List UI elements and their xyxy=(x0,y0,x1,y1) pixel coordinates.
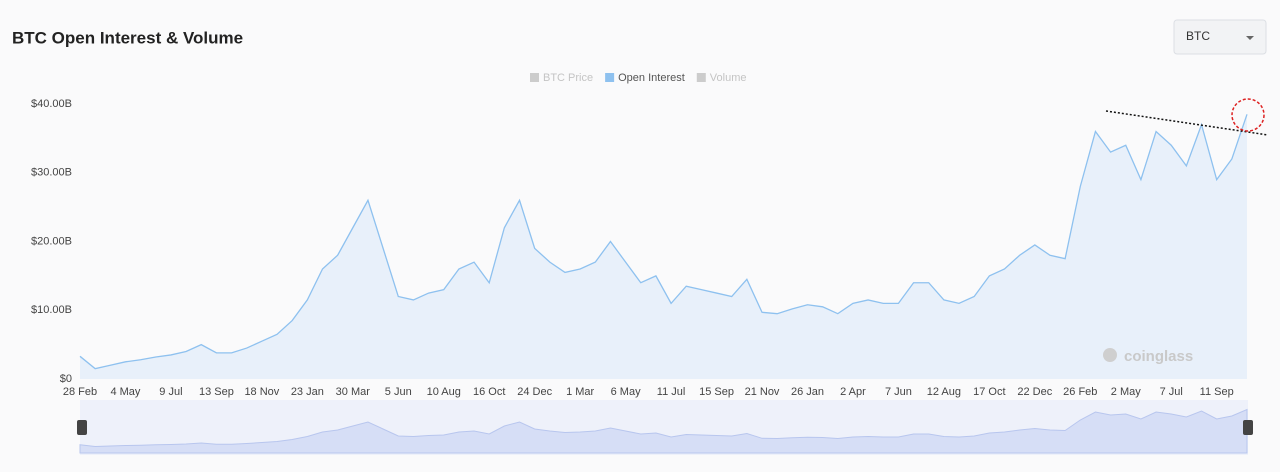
x-tick-label: 2 May xyxy=(1111,386,1141,398)
x-tick-label: 4 May xyxy=(110,386,140,398)
y-tick-label: $10.00B xyxy=(31,304,72,316)
x-tick-label: 28 Feb xyxy=(63,386,97,398)
legend-label[interactable]: Volume xyxy=(710,72,747,84)
y-tick-label: $30.00B xyxy=(31,167,72,179)
x-tick-label: 7 Jun xyxy=(885,386,912,398)
x-tick-label: 9 Jul xyxy=(159,386,182,398)
navigator-handle[interactable] xyxy=(1243,420,1253,435)
legend: BTC Price Open Interest Volume xyxy=(530,72,746,84)
x-tick-label: 22 Dec xyxy=(1017,386,1052,398)
y-tick-label: $20.00B xyxy=(31,235,72,247)
watermark: coinglass xyxy=(1103,348,1193,365)
x-tick-label: 23 Jan xyxy=(291,386,324,398)
navigator-area xyxy=(79,408,1248,454)
navigator-handle[interactable] xyxy=(77,420,87,435)
area-fill xyxy=(80,114,1247,379)
x-tick-label: 15 Sep xyxy=(699,386,734,398)
selector-label[interactable]: BTC xyxy=(1186,29,1210,43)
trend-line xyxy=(1105,110,1269,136)
x-tick-label: 24 Dec xyxy=(517,386,552,398)
selector-caret[interactable] xyxy=(1246,36,1254,40)
legend-label[interactable]: BTC Price xyxy=(543,72,593,84)
x-tick-label: 16 Oct xyxy=(473,386,505,398)
legend-swatch xyxy=(696,73,706,82)
x-tick-label: 26 Feb xyxy=(1063,386,1097,398)
x-tick-label: 11 Sep xyxy=(1200,386,1234,398)
x-tick-label: 17 Oct xyxy=(973,386,1005,398)
x-tick-label: 18 Nov xyxy=(244,386,279,398)
legend-swatch xyxy=(605,73,615,82)
x-tick-label: 10 Aug xyxy=(427,386,461,398)
x-tick-label: 12 Aug xyxy=(927,386,961,398)
chart-title: BTC Open Interest & Volume xyxy=(12,28,243,47)
legend-swatch xyxy=(530,73,539,82)
x-tick-label: 1 Mar xyxy=(566,386,594,398)
x-tick-label: 5 Jun xyxy=(385,386,412,398)
x-tick-label: 11 Jul xyxy=(657,386,686,398)
x-tick-label: 6 May xyxy=(611,386,641,398)
plot: $0 $10.00B $20.00B $30.00B $40.00B 28 Feb 4 Ma… xyxy=(31,98,1248,398)
highlight-circle xyxy=(1231,98,1265,132)
selector-box[interactable] xyxy=(1173,19,1267,55)
series-line xyxy=(79,114,1248,370)
x-tick-label: 2 Apr xyxy=(840,386,866,398)
y-tick-label: $0 xyxy=(60,373,72,385)
legend-label[interactable]: Open Interest xyxy=(618,72,685,84)
y-tick-label: $40.00B xyxy=(31,98,72,110)
x-tick-label: 7 Jul xyxy=(1160,386,1183,398)
x-tick-label: 30 Mar xyxy=(336,386,371,398)
navigator-series xyxy=(79,408,1248,454)
x-tick-label: 26 Jan xyxy=(791,386,824,398)
x-tick-label: 21 Nov xyxy=(745,386,780,398)
watermark-text: coinglass xyxy=(1124,348,1193,365)
x-tick-label: 13 Sep xyxy=(199,386,234,398)
watermark-icon xyxy=(1103,348,1117,362)
